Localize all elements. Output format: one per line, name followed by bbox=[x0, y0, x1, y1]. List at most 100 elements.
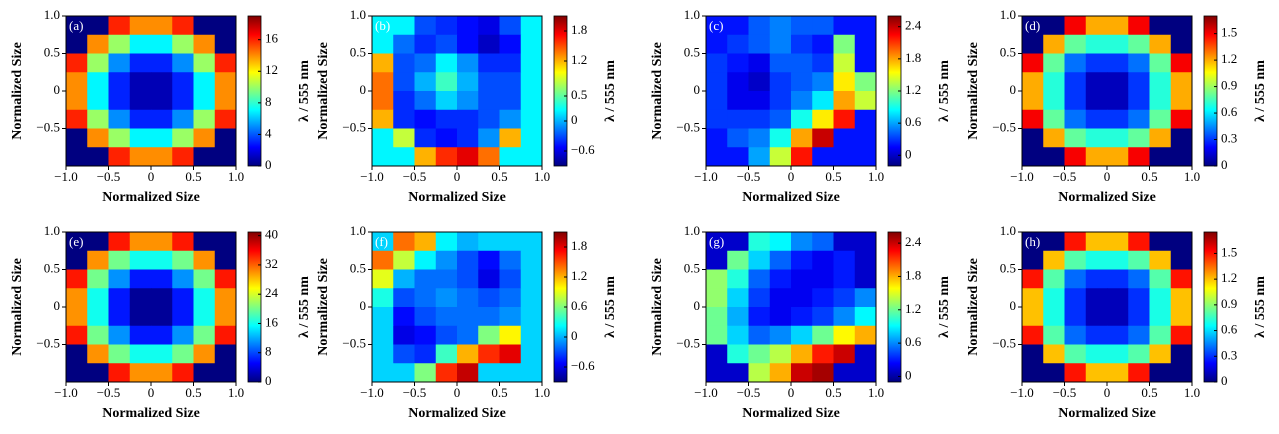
panel-label: (b) bbox=[375, 18, 390, 33]
heat-cell bbox=[372, 147, 394, 167]
y-tick-label: 0.5 bbox=[350, 44, 366, 59]
y-tick-label: 1.0 bbox=[684, 7, 700, 22]
heat-cell bbox=[499, 72, 522, 92]
heat-cell bbox=[812, 147, 834, 167]
heat-cell bbox=[108, 344, 131, 364]
heat-cell bbox=[172, 269, 194, 289]
colorbar-tick-label: 0 bbox=[1221, 157, 1228, 172]
heat-cell bbox=[414, 72, 437, 92]
heat-cell bbox=[1043, 109, 1065, 129]
heat-cell bbox=[1064, 72, 1087, 92]
colorbar-label: λ / 555 nm bbox=[937, 276, 952, 338]
heat-cell bbox=[87, 91, 109, 111]
heat-cell bbox=[1128, 53, 1150, 73]
heat-cell bbox=[1107, 232, 1129, 252]
heat-cell bbox=[1064, 53, 1087, 73]
heat-cell bbox=[108, 128, 131, 148]
heat-cell bbox=[833, 232, 856, 252]
heat-cell bbox=[393, 307, 415, 327]
heat-cell bbox=[108, 307, 131, 327]
heat-cell bbox=[833, 34, 856, 54]
colorbar-tick-label: 8 bbox=[265, 344, 272, 359]
x-tick-label: 0.5 bbox=[1141, 385, 1157, 400]
heat-cell bbox=[748, 344, 771, 364]
heat-cell bbox=[87, 307, 109, 327]
heat-cell bbox=[791, 109, 813, 129]
heat-cell bbox=[1170, 34, 1193, 54]
heat-cell bbox=[1043, 344, 1065, 364]
colorbar-tick-label: 0 bbox=[265, 373, 272, 388]
heat-cell bbox=[108, 269, 131, 289]
heat-cell bbox=[1149, 325, 1172, 345]
heat-cell bbox=[1107, 128, 1129, 148]
colorbar-label: λ / 555 nm bbox=[297, 60, 312, 122]
heat-cell bbox=[727, 344, 749, 364]
heat-cell bbox=[129, 72, 152, 92]
heat-cell bbox=[435, 325, 458, 345]
heat-cell bbox=[129, 109, 152, 129]
heat-cell bbox=[108, 16, 131, 36]
heat-cell bbox=[1149, 288, 1172, 308]
heat-cell bbox=[172, 288, 194, 308]
heat-cell bbox=[108, 288, 131, 308]
heat-cell bbox=[812, 109, 834, 129]
heat-cell bbox=[520, 269, 543, 289]
heat-cell bbox=[854, 128, 877, 148]
heat-cell bbox=[769, 34, 792, 54]
heat-cell bbox=[499, 147, 522, 167]
heat-cell bbox=[1022, 72, 1044, 92]
heat-cell bbox=[727, 269, 749, 289]
heat-cell bbox=[833, 109, 856, 129]
heat-cell bbox=[214, 269, 237, 289]
heat-cell bbox=[193, 34, 216, 54]
heat-cell bbox=[87, 344, 109, 364]
heat-cell bbox=[87, 72, 109, 92]
x-tick-label: 0 bbox=[148, 385, 155, 400]
heat-cell bbox=[1128, 72, 1150, 92]
heat-cell bbox=[435, 53, 458, 73]
heat-cell bbox=[791, 363, 813, 383]
heat-cell bbox=[87, 325, 109, 345]
heat-cell bbox=[727, 325, 749, 345]
heat-cell bbox=[1107, 16, 1129, 36]
heat-cell bbox=[812, 128, 834, 148]
heat-cell bbox=[854, 109, 877, 129]
heat-cell bbox=[791, 288, 813, 308]
colorbar-label: λ / 555 nm bbox=[1253, 276, 1268, 338]
heat-cell bbox=[1022, 269, 1044, 289]
heat-cell bbox=[435, 147, 458, 167]
heat-cell bbox=[66, 269, 88, 289]
heat-cell bbox=[87, 16, 109, 36]
heat-cell bbox=[1022, 307, 1044, 327]
heat-cell bbox=[791, 250, 813, 270]
heat-cell bbox=[1170, 307, 1193, 327]
heat-cell bbox=[1107, 147, 1129, 167]
heat-cell bbox=[499, 363, 522, 383]
y-tick-label: 1.0 bbox=[1000, 7, 1016, 22]
heat-cell bbox=[520, 109, 543, 129]
heat-cell bbox=[372, 307, 394, 327]
panel-label: (a) bbox=[69, 18, 83, 33]
x-tick-label: 0.5 bbox=[1141, 169, 1157, 184]
heat-cell bbox=[854, 363, 877, 383]
y-axis-label: Normalized Size bbox=[650, 42, 665, 140]
heat-cell bbox=[214, 72, 237, 92]
heat-cell bbox=[1022, 34, 1044, 54]
heat-cell bbox=[129, 250, 152, 270]
heat-cell bbox=[499, 16, 522, 36]
heat-cell bbox=[706, 232, 728, 252]
colorbar-tick-label: 1.2 bbox=[571, 52, 587, 67]
heat-cell bbox=[520, 363, 543, 383]
heat-cell bbox=[393, 91, 415, 111]
colorbar-tick-label: 0.9 bbox=[1221, 78, 1237, 93]
y-tick-label: 0.5 bbox=[1000, 260, 1016, 275]
heat-cell bbox=[457, 269, 479, 289]
x-axis-label: Normalized Size bbox=[408, 406, 506, 421]
heat-cell bbox=[129, 288, 152, 308]
heat-cell bbox=[129, 363, 152, 383]
heat-cell bbox=[193, 147, 216, 167]
heat-cell bbox=[1128, 325, 1150, 345]
heat-cell bbox=[791, 147, 813, 167]
heat-cell bbox=[748, 363, 771, 383]
heat-cell bbox=[393, 250, 415, 270]
